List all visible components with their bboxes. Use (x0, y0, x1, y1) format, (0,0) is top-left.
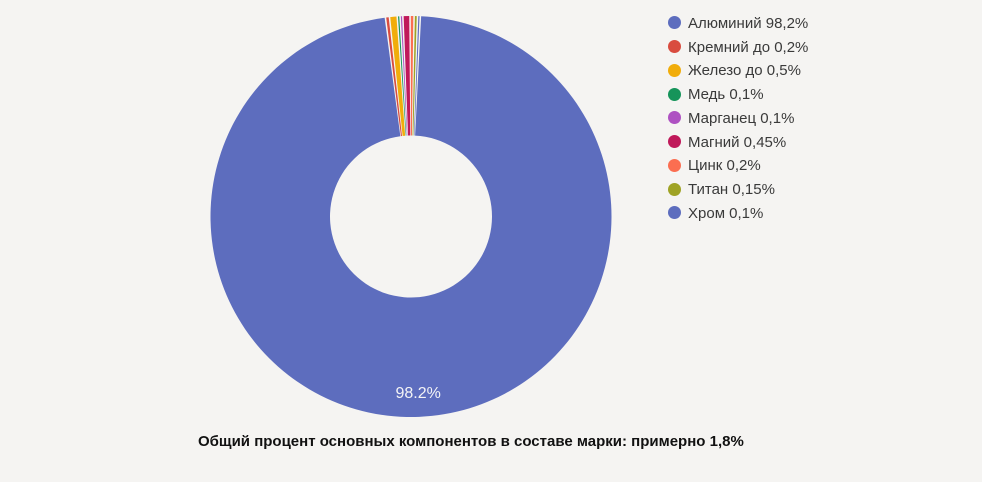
pie-slice-1[interactable] (386, 17, 402, 137)
legend-item-label: Хром 0,1% (688, 204, 764, 222)
legend-swatch-icon (668, 135, 681, 149)
legend-item[interactable]: Железо до 0,5% (668, 59, 808, 83)
chart-caption: Общий процент основных компонентов в сос… (198, 433, 744, 450)
chart-legend: Алюминий 98,2% Кремний до 0,2% Железо до 0… (668, 11, 808, 225)
pie-slice-0[interactable] (210, 16, 612, 417)
legend-item-label: Железо до 0,5% (688, 62, 801, 80)
legend-item-label: Кремний до 0,2% (688, 38, 809, 56)
legend-item[interactable]: Хром 0,1% (668, 201, 808, 225)
legend-item[interactable]: Алюминий 98,2% (668, 11, 808, 35)
legend-item-label: Цинк 0,2% (688, 157, 761, 175)
legend-item-label: Марганец 0,1% (688, 109, 795, 127)
legend-swatch-icon (668, 158, 681, 172)
legend-item-label: Магний 0,45% (688, 133, 787, 151)
legend-swatch-icon (668, 87, 681, 101)
legend-item[interactable]: Титан 0,15% (668, 177, 808, 201)
legend-item[interactable]: Магний 0,45% (668, 130, 808, 154)
legend-item-label: Титан 0,15% (688, 181, 775, 199)
slice-percentage-label: 98.2% (395, 385, 440, 402)
legend-item[interactable]: Марганец 0,1% (668, 106, 808, 130)
legend-swatch-icon (668, 206, 681, 220)
legend-swatch-icon (668, 16, 681, 30)
legend-item-label: Медь 0,1% (688, 86, 764, 104)
pie-slice-3[interactable] (398, 16, 407, 136)
legend-swatch-icon (668, 63, 681, 77)
legend-swatch-icon (668, 182, 681, 196)
pie-slice-8[interactable] (413, 16, 420, 136)
legend-item[interactable]: Кремний до 0,2% (668, 35, 808, 59)
legend-item[interactable]: Медь 0,1% (668, 82, 808, 106)
pie-slice-2[interactable] (390, 16, 406, 136)
pie-slice-6[interactable] (410, 16, 414, 136)
donut-slices (210, 16, 612, 417)
legend-swatch-icon (668, 111, 681, 125)
pie-slice-7[interactable] (412, 16, 417, 136)
legend-item-label: Алюминий 98,2% (688, 14, 809, 32)
pie-slice-4[interactable] (400, 16, 408, 136)
legend-swatch-icon (668, 40, 681, 54)
pie-slice-5[interactable] (403, 16, 411, 136)
legend-item[interactable]: Цинк 0,2% (668, 154, 808, 178)
